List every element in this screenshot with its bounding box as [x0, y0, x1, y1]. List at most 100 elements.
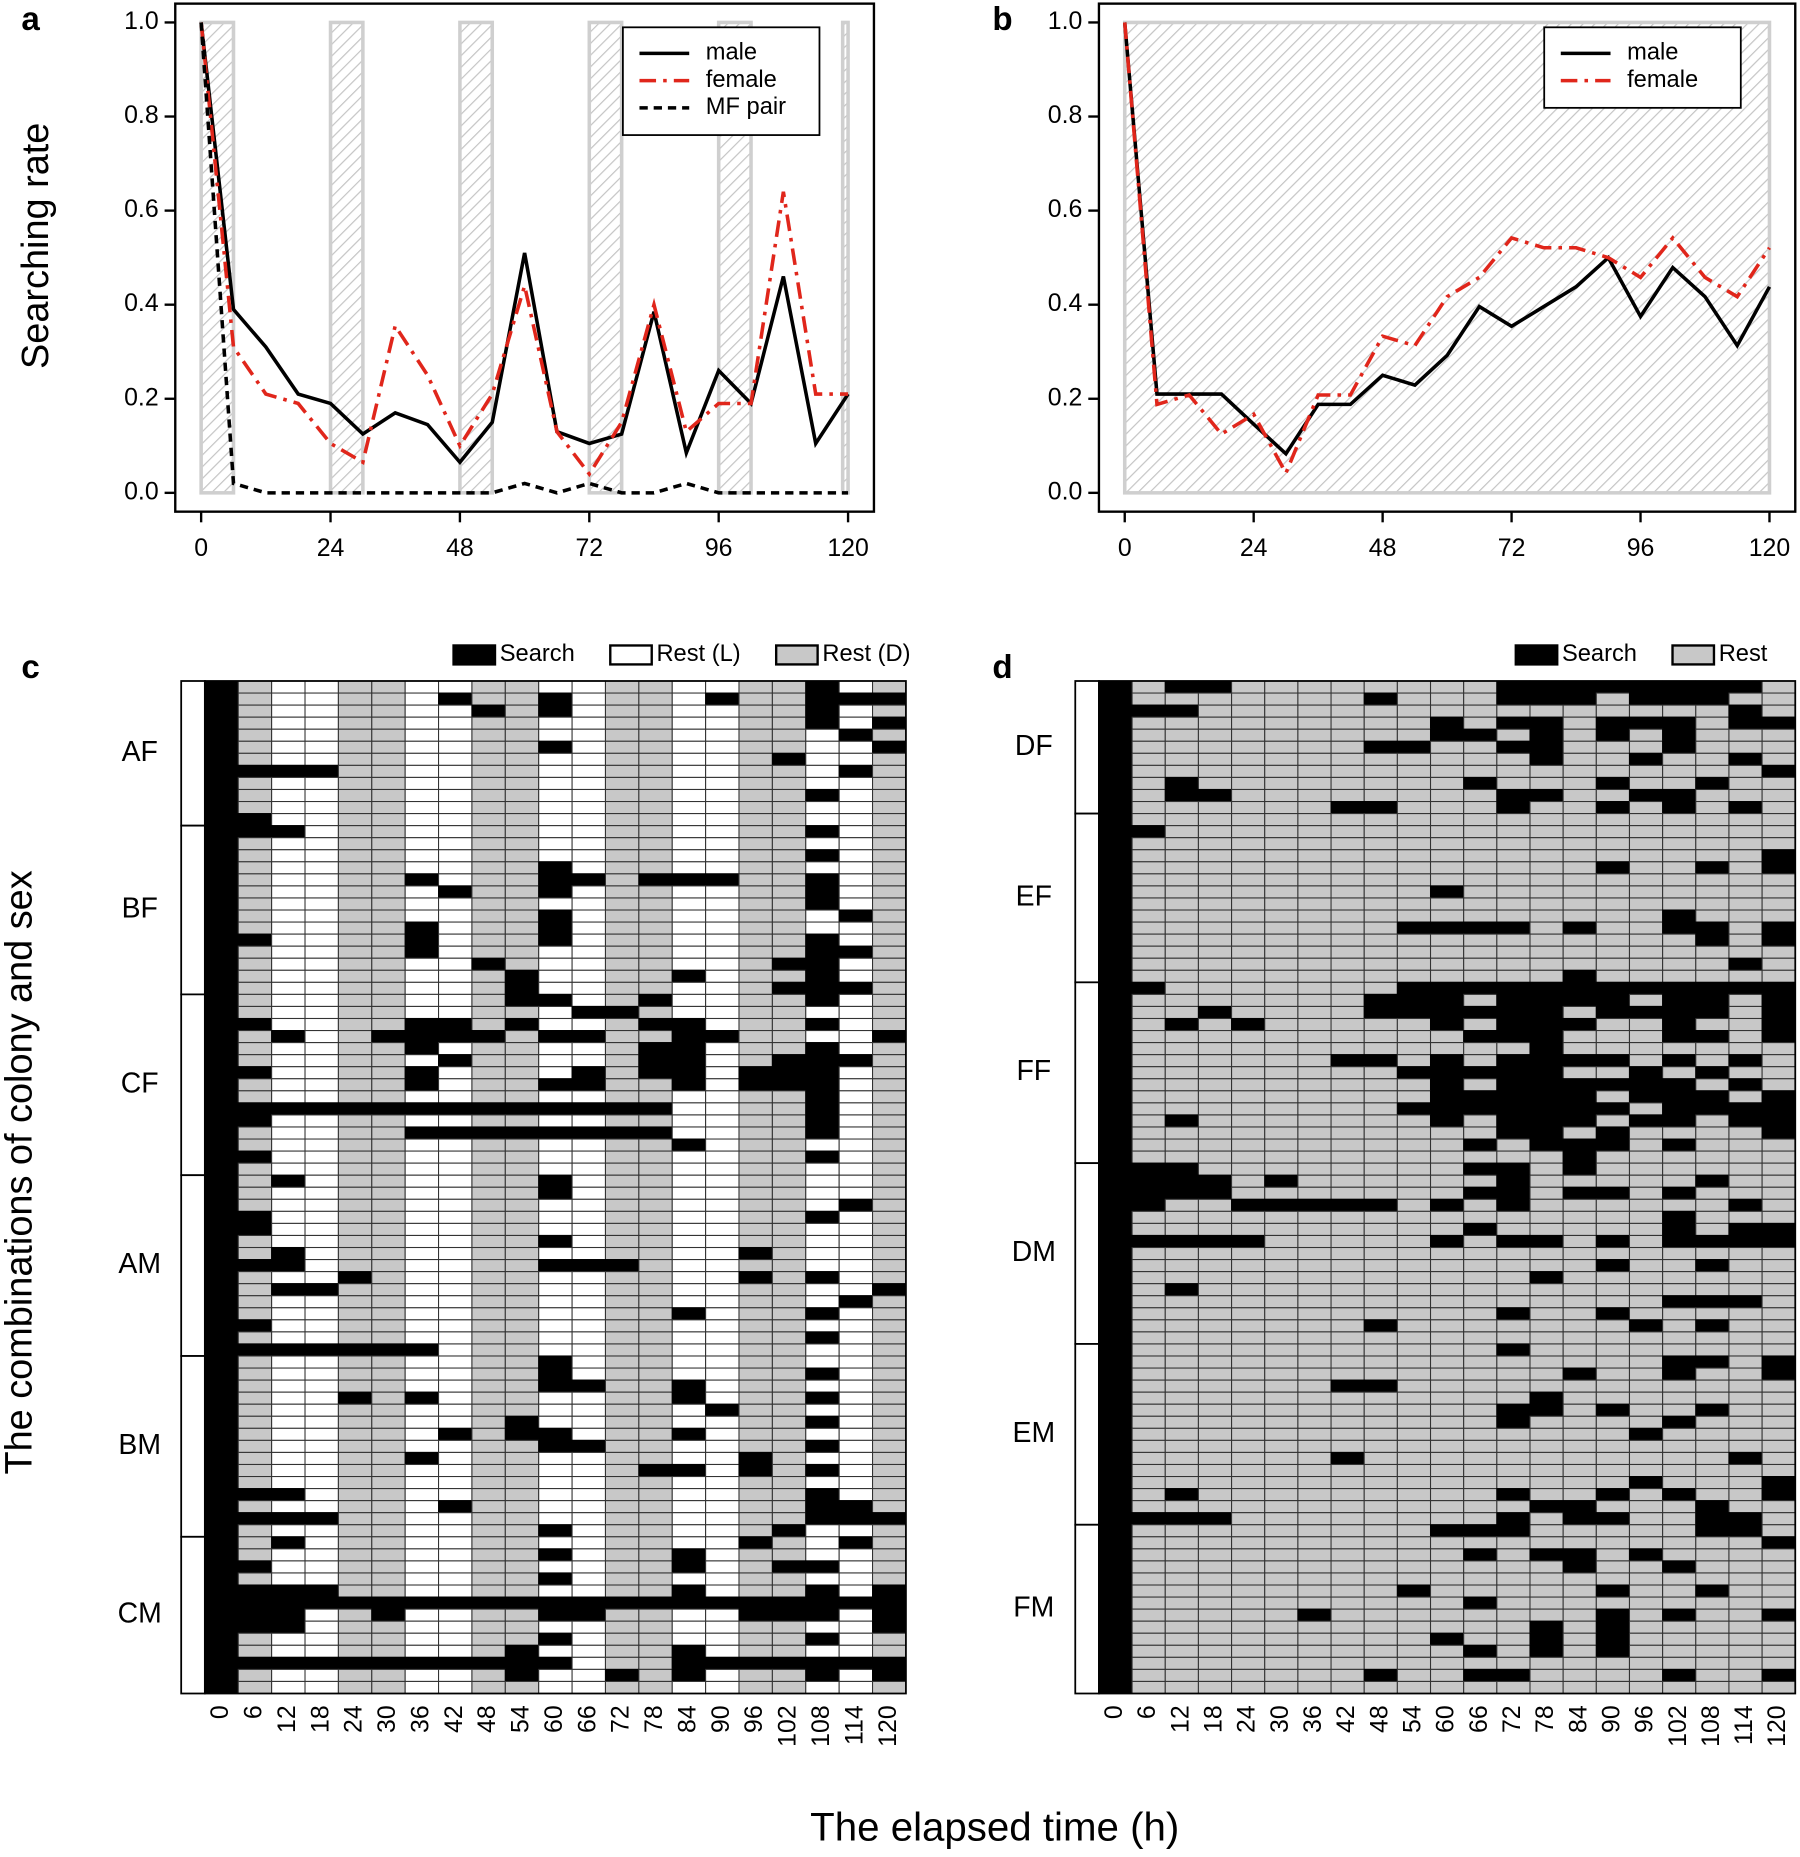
heatmap-cell: [1363, 969, 1398, 983]
heatmap-cell: [604, 1584, 640, 1598]
x-tick-label: 114: [1730, 1705, 1758, 1745]
heatmap-cell: [337, 1644, 373, 1658]
heatmap-cell: [237, 921, 273, 935]
heatmap-cell: [771, 1246, 807, 1261]
heatmap-cell: [1529, 1295, 1564, 1309]
heatmap-cell: [805, 1114, 840, 1128]
legend-swatch: [1514, 644, 1559, 666]
heatmap-cell: [1264, 813, 1299, 827]
heatmap-cell: [638, 728, 673, 742]
heatmap-cell: [1330, 1391, 1365, 1405]
heatmap-cell: [1761, 1596, 1796, 1610]
heatmap-cell: [1164, 680, 1199, 694]
heatmap-cell: [237, 704, 273, 718]
heatmap-cell: [1297, 1090, 1332, 1104]
heatmap-cell: [1098, 716, 1133, 730]
heatmap-cell: [204, 981, 239, 995]
heatmap-cell: [1429, 680, 1465, 694]
heatmap-cell: [1595, 1415, 1631, 1429]
heatmap-cell: [1197, 801, 1233, 815]
heatmap-cell: [1662, 933, 1697, 947]
heatmap-cell: [504, 873, 540, 887]
heatmap-cell: [1562, 1632, 1597, 1646]
heatmap-cell: [805, 849, 840, 863]
x-tick-label: 24: [1240, 534, 1268, 562]
heatmap-cell: [504, 1066, 540, 1080]
heatmap-cell: [1496, 1367, 1531, 1381]
heatmap-cell: [872, 1500, 907, 1514]
heatmap-cell: [1197, 1005, 1233, 1020]
heatmap-cell: [872, 1078, 907, 1092]
heatmap-cell: [1231, 1271, 1266, 1285]
heatmap-cell: [1363, 1680, 1398, 1695]
heatmap-cell: [1496, 849, 1531, 863]
heatmap-cell: [1761, 1427, 1796, 1441]
heatmap-cell: [1695, 1005, 1730, 1020]
heatmap-cell: [504, 945, 540, 959]
heatmap-cell: [805, 1234, 840, 1249]
heatmap-cell: [771, 1162, 807, 1176]
heatmap-cell: [271, 704, 306, 718]
heatmap-cell: [771, 921, 807, 935]
heatmap-cell: [1164, 1319, 1199, 1333]
y-axis-label: The combinations of colony and sex: [0, 870, 40, 1474]
heatmap-cell: [471, 1451, 506, 1466]
heatmap-cell: [471, 1102, 506, 1116]
heatmap-cell: [1131, 837, 1166, 851]
heatmap-cell: [471, 1259, 506, 1273]
heatmap-cell: [1429, 752, 1465, 766]
heatmap-cell: [1496, 897, 1531, 911]
heatmap-cell: [571, 1090, 607, 1104]
heatmap-cell: [404, 921, 440, 935]
heatmap-cell: [1429, 1584, 1465, 1598]
heatmap-cell: [638, 788, 673, 803]
heatmap-cell: [1595, 1343, 1631, 1357]
heatmap-cell: [1562, 1415, 1597, 1429]
heatmap-cell: [872, 1042, 907, 1056]
heatmap-cell: [438, 1331, 473, 1345]
heatmap-cell: [404, 1222, 440, 1236]
heatmap-cell: [1695, 1343, 1730, 1357]
heatmap-cell: [1529, 1512, 1564, 1526]
heatmap-cell: [1231, 1102, 1266, 1116]
heatmap-cell: [1562, 692, 1597, 706]
heatmap-cell: [1330, 885, 1365, 899]
heatmap-cell: [1529, 1500, 1564, 1514]
heatmap-cell: [1396, 1379, 1432, 1393]
heatmap-cell: [404, 861, 440, 875]
heatmap-cell: [438, 692, 473, 706]
heatmap-cell: [1098, 1054, 1133, 1068]
heatmap-cell: [1264, 1295, 1299, 1309]
x-tick-label: 96: [740, 1705, 768, 1733]
heatmap-cell: [1662, 1560, 1697, 1574]
heatmap-cell: [705, 993, 740, 1007]
heatmap-cell: [1463, 1391, 1498, 1405]
heatmap-cell: [504, 825, 540, 839]
heatmap-cell: [705, 1030, 740, 1044]
heatmap-cell: [805, 1355, 840, 1369]
heatmap-cell: [1496, 825, 1531, 839]
heatmap-cell: [1330, 1379, 1365, 1393]
x-tick-label: 72: [1498, 1705, 1526, 1733]
heatmap-cell: [304, 1319, 339, 1333]
heatmap-cell: [738, 1030, 773, 1044]
heatmap-cell: [705, 1427, 740, 1441]
heatmap-cell: [1164, 728, 1199, 742]
heatmap-cell: [304, 1005, 339, 1020]
heatmap-cell: [1728, 1162, 1763, 1176]
heatmap-cell: [337, 1198, 373, 1212]
heatmap-cell: [571, 1463, 607, 1478]
heatmap-cell: [538, 897, 573, 911]
heatmap-cell: [304, 1427, 339, 1441]
heatmap-cell: [1562, 921, 1597, 935]
heatmap-cell: [738, 1174, 773, 1188]
heatmap-cell: [471, 692, 506, 706]
heatmap-cell: [1463, 1596, 1498, 1610]
heatmap-cell: [1662, 969, 1697, 983]
heatmap-cell: [705, 1536, 740, 1550]
heatmap-cell: [1628, 1548, 1664, 1562]
heatmap-cell: [1761, 933, 1796, 947]
heatmap-cell: [1463, 1138, 1498, 1152]
heatmap-cell: [504, 921, 540, 935]
heatmap-cell: [1429, 1391, 1465, 1405]
